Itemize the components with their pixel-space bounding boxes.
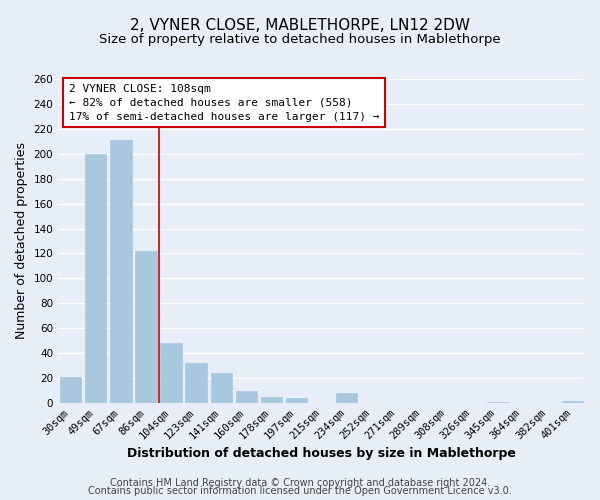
Bar [286, 398, 307, 403]
Bar [85, 154, 106, 403]
Bar [185, 363, 207, 403]
Bar [160, 343, 182, 403]
Text: Contains public sector information licensed under the Open Government Licence v3: Contains public sector information licen… [88, 486, 512, 496]
Bar [487, 402, 508, 403]
Text: 2, VYNER CLOSE, MABLETHORPE, LN12 2DW: 2, VYNER CLOSE, MABLETHORPE, LN12 2DW [130, 18, 470, 32]
Text: Size of property relative to detached houses in Mablethorpe: Size of property relative to detached ho… [99, 32, 501, 46]
Bar [261, 397, 282, 403]
Text: 2 VYNER CLOSE: 108sqm
← 82% of detached houses are smaller (558)
17% of semi-det: 2 VYNER CLOSE: 108sqm ← 82% of detached … [69, 84, 379, 122]
Bar [211, 373, 232, 403]
X-axis label: Distribution of detached houses by size in Mablethorpe: Distribution of detached houses by size … [127, 447, 516, 460]
Bar [136, 251, 157, 403]
Bar [236, 390, 257, 403]
Bar [336, 393, 358, 403]
Y-axis label: Number of detached properties: Number of detached properties [15, 142, 28, 340]
Bar [110, 140, 131, 403]
Bar [60, 377, 82, 403]
Text: Contains HM Land Registry data © Crown copyright and database right 2024.: Contains HM Land Registry data © Crown c… [110, 478, 490, 488]
Bar [562, 400, 583, 403]
